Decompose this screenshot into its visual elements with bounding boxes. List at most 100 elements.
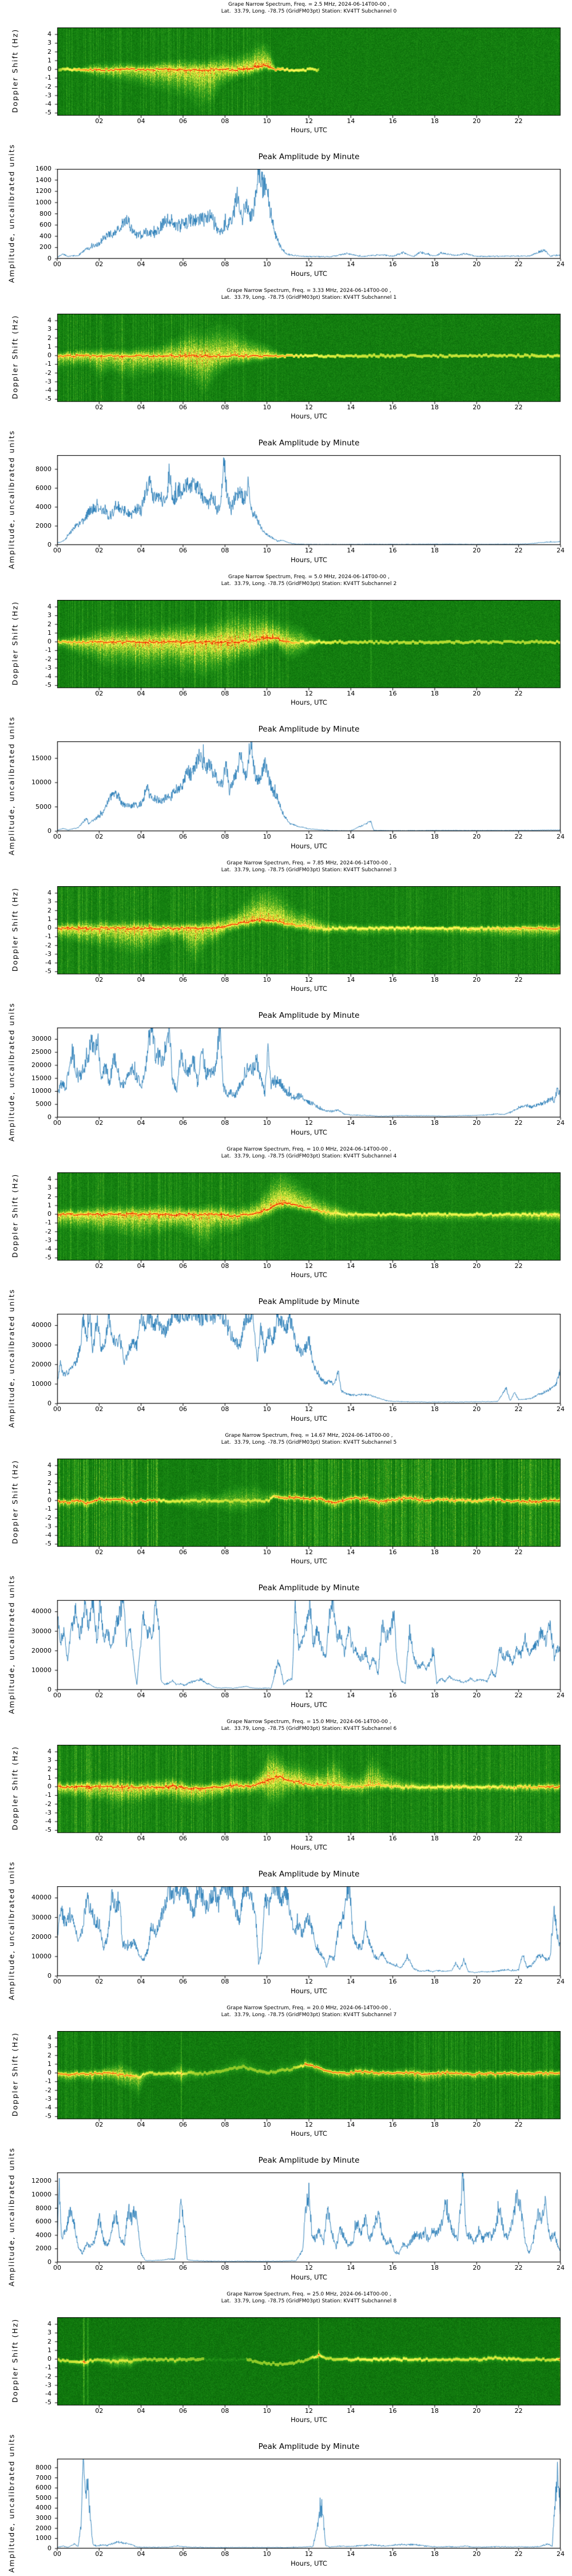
amplitude-x-tick-label: 00 (53, 1692, 61, 1699)
amplitude-x-tick-label: 12 (305, 260, 313, 268)
spectrogram-x-tick-label: 12 (305, 404, 313, 411)
amplitude-y-tick-label: 1000 (35, 2534, 51, 2542)
amplitude-y-tick-label: 3000 (35, 2514, 51, 2522)
spectrogram-x-tick-label: 08 (221, 404, 229, 411)
amplitude-x-tick-label: 22 (514, 833, 523, 840)
amplitude-line-chart (54, 2172, 564, 2269)
amplitude-x-tick-label: 14 (347, 1692, 355, 1699)
amplitude-x-tick-label: 22 (514, 1119, 523, 1127)
doppler-y-tick-label: -4 (45, 1818, 51, 1826)
amplitude-x-tick-label: 02 (95, 1119, 104, 1127)
spectrogram-x-tick-label: 08 (221, 1262, 229, 1270)
amplitude-x-axis-label: Hours, UTC (291, 2273, 327, 2281)
amplitude-y-tick-label: 2000 (35, 2524, 51, 2532)
amplitude-x-tick-label: 10 (263, 2550, 271, 2558)
spectrogram-x-tick-label: 16 (388, 976, 397, 983)
amplitude-y-tick-label: 0 (47, 1972, 51, 1980)
doppler-y-tick-label: 1 (47, 2060, 51, 2068)
spectrogram-title-line2: Lat. 33.79, Long. -78.75 (GridFM03pt) St… (221, 9, 397, 14)
amplitude-y-tick-label: 15000 (31, 754, 51, 762)
doppler-y-tick-label: 3 (47, 325, 51, 333)
spectrogram-x-tick-label: 18 (431, 404, 439, 411)
doppler-y-tick-label: 2 (47, 334, 51, 342)
spectrogram-x-tick-label: 20 (472, 1835, 481, 1842)
amplitude-x-tick-label: 18 (431, 547, 439, 554)
amplitude-x-tick-label: 10 (263, 1692, 271, 1699)
spectrogram-x-tick-label: 22 (514, 404, 523, 411)
amplitude-y-tick-label: 1600 (35, 165, 51, 172)
spectrogram-x-tick-label: 18 (431, 1262, 439, 1270)
spectrogram-title-line1: Grape Narrow Spectrum, Freq. = 5.0 MHz, … (228, 574, 390, 580)
spectrogram-title-line1: Grape Narrow Spectrum, Freq. = 14.67 MHz… (225, 1433, 393, 1439)
spectrogram-x-tick-label: 12 (305, 690, 313, 697)
amplitude-y-tick-label: 6000 (35, 2218, 51, 2226)
spectrogram-x-tick-label: 22 (514, 1262, 523, 1270)
amplitude-x-tick-label: 12 (305, 2264, 313, 2271)
amplitude-x-tick-label: 08 (221, 833, 229, 840)
doppler-y-tick-label: -1 (45, 1505, 51, 1513)
doppler-y-tick-label: -2 (45, 369, 51, 377)
doppler-y-tick-label: 0 (47, 65, 51, 73)
doppler-y-tick-label: 4 (47, 603, 51, 611)
amplitude-x-tick-label: 04 (137, 1119, 145, 1127)
amplitude-y-tick-label: 10000 (31, 2190, 51, 2198)
doppler-y-tick-label: 4 (47, 30, 51, 38)
doppler-y-tick-label: 1 (47, 342, 51, 350)
doppler-y-tick-label: 2 (47, 1479, 51, 1487)
amplitude-y-tick-label: 1200 (35, 187, 51, 195)
doppler-y-tick-label: -2 (45, 655, 51, 663)
spectrogram-heatmap (54, 27, 564, 123)
spectrogram-x-tick-label: 06 (179, 1548, 187, 1556)
spectrogram-heatmap (54, 2317, 564, 2412)
amplitude-y-tick-label: 10000 (31, 1380, 51, 1388)
amplitude-chart-title: Peak Amplitude by Minute (258, 152, 360, 161)
spectrogram-title-line1: Grape Narrow Spectrum, Freq. = 20.0 MHz,… (227, 2005, 391, 2011)
doppler-y-tick-label: -5 (45, 395, 51, 403)
spectrogram-title-line2: Lat. 33.79, Long. -78.75 (GridFM03pt) St… (221, 581, 397, 587)
spectrogram-x-tick-label: 04 (137, 1262, 145, 1270)
amplitude-x-tick-label: 22 (514, 2550, 523, 2558)
subchannel-pair-section: Grape Narrow Spectrum, Freq. = 7.85 MHz,… (0, 859, 572, 1145)
amplitude-x-tick-label: 16 (388, 833, 397, 840)
spectrogram-x-tick-label: 18 (431, 2407, 439, 2415)
amplitude-x-tick-label: 08 (221, 2264, 229, 2271)
amplitude-x-tick-label: 16 (388, 1692, 397, 1699)
doppler-y-tick-label: 1 (47, 2346, 51, 2354)
amplitude-y-tick-label: 10000 (31, 1952, 51, 1960)
subchannel-pair-section: Grape Narrow Spectrum, Freq. = 5.0 MHz, … (0, 572, 572, 859)
doppler-y-tick-label: -3 (45, 1522, 51, 1530)
spectrogram-x-tick-label: 10 (263, 1835, 271, 1842)
spectrogram-x-tick-label: 20 (472, 404, 481, 411)
spectrogram-x-tick-label: 08 (221, 2407, 229, 2415)
doppler-y-tick-label: -5 (45, 1254, 51, 1262)
amplitude-x-tick-label: 14 (347, 547, 355, 554)
spectrogram-x-tick-label: 06 (179, 1835, 187, 1842)
amplitude-chart-title: Peak Amplitude by Minute (258, 1297, 360, 1306)
amplitude-chart-title: Peak Amplitude by Minute (258, 2442, 360, 2451)
doppler-y-tick-label: -2 (45, 2086, 51, 2094)
spectrogram-x-tick-label: 20 (472, 117, 481, 125)
doppler-y-tick-label: 3 (47, 611, 51, 619)
doppler-y-tick-label: -5 (45, 1826, 51, 1834)
amplitude-x-tick-label: 12 (305, 1119, 313, 1127)
amplitude-x-tick-label: 02 (95, 833, 104, 840)
spectrogram-title-line1: Grape Narrow Spectrum, Freq. = 10.0 MHz,… (227, 1147, 391, 1152)
amplitude-x-tick-label: 06 (179, 1978, 187, 1985)
amplitude-y-tick-label: 4000 (35, 2504, 51, 2512)
spectrogram-x-tick-label: 06 (179, 404, 187, 411)
doppler-y-tick-label: 4 (47, 889, 51, 897)
spectrogram-x-tick-label: 14 (347, 2407, 355, 2415)
spectrogram-x-tick-label: 22 (514, 976, 523, 983)
spectrogram-x-tick-label: 18 (431, 1548, 439, 1556)
amplitude-x-tick-label: 02 (95, 2264, 104, 2271)
spectrogram-x-tick-label: 08 (221, 1835, 229, 1842)
amplitude-x-tick-label: 18 (431, 1119, 439, 1127)
spectrogram-x-tick-label: 12 (305, 976, 313, 983)
spectrogram-x-tick-label: 10 (263, 976, 271, 983)
amplitude-y-tick-label: 40000 (31, 1607, 51, 1615)
amplitude-x-axis-label: Hours, UTC (291, 842, 327, 850)
spectrogram-x-axis-label: Hours, UTC (291, 1843, 327, 1851)
amplitude-x-tick-label: 12 (305, 833, 313, 840)
amplitude-x-axis-label: Hours, UTC (291, 1128, 327, 1136)
amplitude-y-tick-label: 0 (47, 541, 51, 548)
